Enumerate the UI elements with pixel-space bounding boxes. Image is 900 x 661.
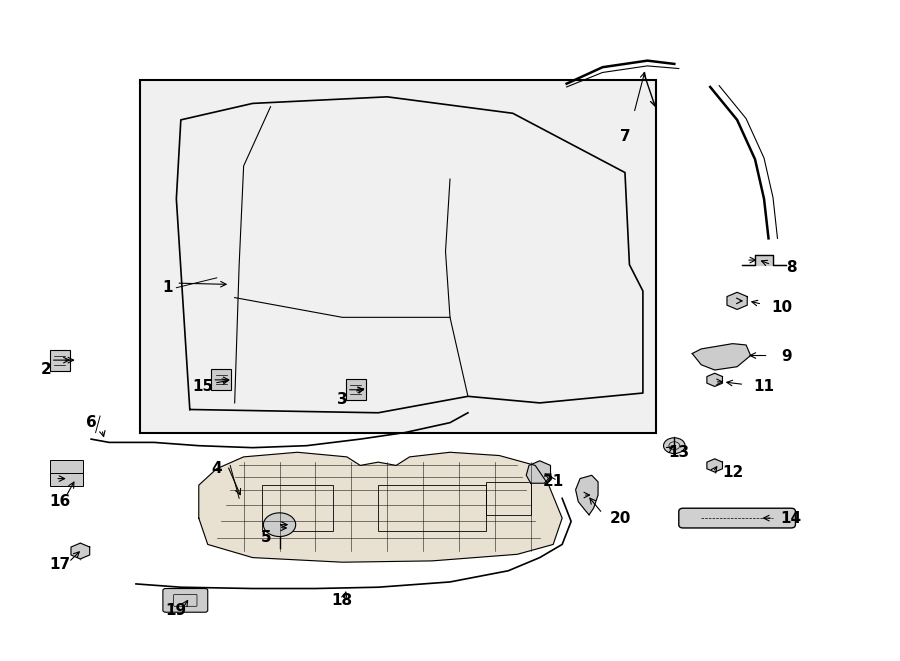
Text: 19: 19 [166,603,187,618]
FancyBboxPatch shape [50,350,69,371]
Bar [378,485,486,531]
Polygon shape [692,344,751,370]
Polygon shape [576,475,598,515]
Text: 2: 2 [40,362,51,377]
Polygon shape [199,452,562,563]
Polygon shape [727,292,747,309]
Text: 14: 14 [780,510,802,525]
Polygon shape [742,254,787,264]
Text: 7: 7 [619,129,630,144]
Text: 6: 6 [86,415,96,430]
FancyBboxPatch shape [679,508,796,528]
Text: 21: 21 [543,475,563,489]
Polygon shape [71,543,90,559]
Text: 10: 10 [771,300,793,315]
Polygon shape [706,459,723,472]
Text: 1: 1 [162,280,173,295]
Text: 18: 18 [332,593,353,608]
Text: 5: 5 [261,530,272,545]
FancyBboxPatch shape [346,379,365,401]
Text: 17: 17 [50,557,70,572]
Bar [262,485,333,531]
Text: 3: 3 [337,392,347,407]
FancyBboxPatch shape [50,459,83,473]
Polygon shape [706,373,723,387]
FancyBboxPatch shape [163,588,208,612]
Text: 4: 4 [212,461,222,476]
Circle shape [663,438,685,453]
Text: 8: 8 [786,260,796,276]
Text: 13: 13 [668,445,689,460]
Circle shape [264,513,296,537]
FancyBboxPatch shape [140,81,656,432]
Text: 20: 20 [610,510,631,525]
FancyBboxPatch shape [50,473,83,486]
Text: 15: 15 [193,379,214,394]
FancyBboxPatch shape [212,369,231,391]
Text: 16: 16 [50,494,70,509]
Text: 9: 9 [781,349,792,364]
Polygon shape [526,461,551,483]
Text: 11: 11 [753,379,775,394]
Bar [486,482,531,515]
Text: 12: 12 [722,465,743,479]
